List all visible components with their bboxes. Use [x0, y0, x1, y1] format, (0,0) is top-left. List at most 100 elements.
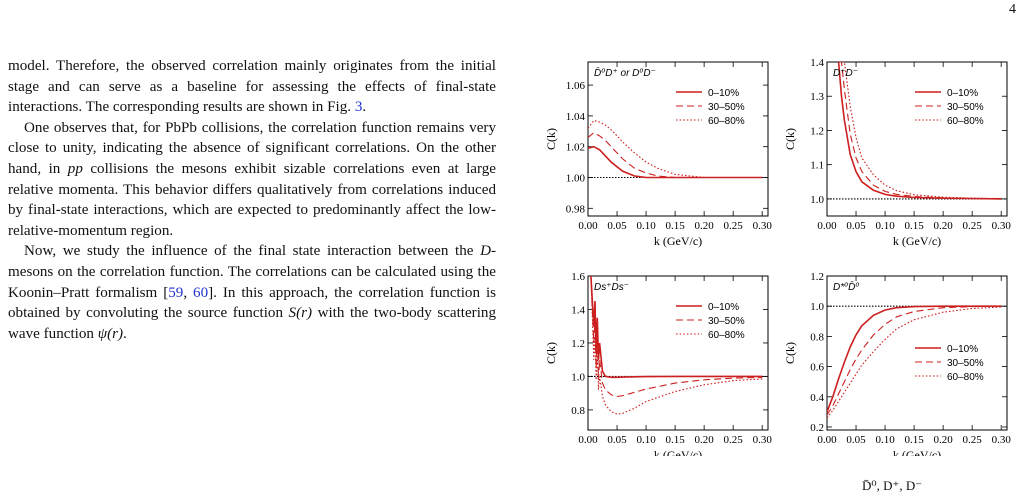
series-line-30–50%	[838, 62, 1002, 200]
y-tick-label: 1.0	[571, 371, 585, 383]
y-tick-label: 1.0	[810, 301, 824, 313]
x-tick-label: 0.25	[724, 220, 744, 232]
x-tick-label: 0.10	[636, 220, 656, 232]
y-tick-label: 0.8	[571, 405, 585, 417]
paragraph-1: model. Therefore, the observed correlati…	[8, 58, 496, 116]
x-axis-label: k (GeV/c)	[893, 234, 941, 248]
y-tick-label: 1.3	[810, 91, 824, 103]
footer-fragment: D̄⁰, D⁺, D⁻	[862, 478, 923, 493]
x-tick-label: 0.05	[607, 220, 627, 232]
panel-label: D̄⁰D⁺ or D⁰D⁻	[594, 66, 656, 79]
legend-entry: 30–50%	[708, 316, 745, 327]
y-tick-label: 1.4	[810, 57, 824, 69]
chart-panel-2: 0.00 0.05 0.10 0.15 0.20 0.25 0.30 1.0 1.1 1.2 1.3…	[783, 57, 1011, 248]
plot-frame	[587, 275, 769, 431]
y-tick-label: 1.2	[810, 271, 824, 283]
legend-entry: 30–50%	[947, 102, 984, 113]
y-axis-label: C(k)	[544, 342, 558, 364]
y-tick-label: 1.4	[571, 304, 585, 316]
plot-frame	[826, 275, 1008, 431]
figure-correlation-functions: 0.00 0.05 0.10 0.15 0.20 0.25 0.30 0.98 1.00 1.02…	[544, 57, 1011, 456]
y-tick-label: 1.2	[810, 125, 824, 137]
y-tick-label: 0.8	[810, 331, 824, 343]
x-tick-label: 0.25	[963, 434, 983, 446]
y-tick-label: 0.98	[566, 203, 586, 215]
x-tick-label: 0.15	[904, 434, 924, 446]
x-tick-label: 0.10	[875, 220, 895, 232]
x-tick-label: 0.30	[753, 220, 773, 232]
chart-panel-1: 0.00 0.05 0.10 0.15 0.20 0.25 0.30 0.98 1.00 1.02…	[544, 61, 773, 248]
legend-entry: 0–10%	[708, 88, 739, 99]
series-line-30–50%	[588, 132, 763, 179]
plot-frame	[587, 61, 769, 217]
panel-label: D⁺D⁻	[833, 68, 858, 79]
y-tick-label: 1.06	[566, 80, 586, 92]
series-line-60–80%	[838, 62, 1002, 200]
x-tick-label: 0.05	[846, 220, 866, 232]
series-line-60–80%	[588, 119, 763, 179]
page-number: 4	[1009, 2, 1016, 17]
x-tick-label: 0.00	[817, 434, 837, 446]
x-tick-label: 0.30	[992, 220, 1012, 232]
x-tick-label: 0.05	[846, 434, 866, 446]
body-text-column: model. Therefore, the observed correlati…	[8, 56, 496, 344]
panel-label: D*⁰D̄⁰	[833, 280, 859, 293]
series-line-0–10%	[590, 276, 763, 379]
x-axis-label: k (GeV/c)	[893, 448, 941, 456]
x-tick-label: 0.05	[607, 434, 627, 446]
x-tick-label: 0.25	[724, 434, 744, 446]
x-tick-label: 0.15	[665, 220, 685, 232]
x-tick-label: 0.20	[934, 220, 954, 232]
x-tick-label: 0.15	[904, 220, 924, 232]
y-tick-label: 1.0	[810, 194, 824, 206]
legend-entry: 60–80%	[947, 116, 984, 127]
y-tick-label: 1.04	[566, 111, 586, 123]
figure-link[interactable]: 3	[354, 99, 363, 116]
y-tick-label: 1.00	[566, 173, 586, 185]
y-tick-label: 0.2	[810, 422, 824, 434]
x-tick-label: 0.25	[963, 220, 983, 232]
y-tick-label: 1.02	[566, 142, 585, 154]
paragraph-3: Now, we study the influence of the final…	[8, 243, 497, 342]
legend-entry: 30–50%	[708, 102, 745, 113]
x-tick-label: 0.30	[753, 434, 773, 446]
y-tick-label: 1.2	[571, 338, 585, 350]
x-axis-label: k (GeV/c)	[654, 448, 702, 456]
series-line-30–50%	[827, 305, 1002, 416]
plot-frame	[826, 61, 1008, 217]
legend-entry: 60–80%	[947, 372, 984, 383]
panel-label: Ds⁺Ds⁻	[594, 282, 629, 293]
x-tick-label: 0.15	[665, 434, 685, 446]
y-axis-label: C(k)	[544, 128, 558, 150]
x-tick-label: 0.20	[695, 220, 715, 232]
y-tick-label: 0.4	[810, 392, 824, 404]
y-axis-label: C(k)	[783, 128, 797, 150]
y-axis-label: C(k)	[783, 342, 797, 364]
y-tick-label: 0.6	[810, 362, 824, 374]
x-tick-label: 0.10	[636, 434, 656, 446]
legend-entry: 60–80%	[708, 330, 745, 341]
y-tick-label: 1.6	[571, 271, 585, 283]
x-axis-label: k (GeV/c)	[654, 234, 702, 248]
x-tick-label: 0.00	[578, 220, 598, 232]
series-line-0–10%	[827, 305, 1002, 413]
x-tick-label: 0.00	[578, 434, 598, 446]
legend-entry: 0–10%	[708, 302, 739, 313]
x-tick-label: 0.20	[695, 434, 715, 446]
series-line-60–80%	[827, 306, 1002, 419]
legend-entry: 0–10%	[947, 344, 978, 355]
x-tick-label: 0.20	[934, 434, 954, 446]
x-tick-label: 0.30	[992, 434, 1012, 446]
citation-link[interactable]: 59	[168, 284, 184, 301]
y-tick-label: 1.1	[810, 160, 824, 172]
x-tick-label: 0.10	[875, 434, 895, 446]
x-tick-label: 0.00	[817, 220, 837, 232]
legend-entry: 30–50%	[947, 358, 984, 369]
chart-panel-4: 0.00 0.05 0.10 0.15 0.20 0.25 0.30 0.2 0.4 0.6 0.8…	[783, 271, 1011, 456]
series-line-0–10%	[588, 145, 763, 179]
chart-panel-3: 0.00 0.05 0.10 0.15 0.20 0.25 0.30 0.8 1.0 1.2 1.4…	[544, 271, 772, 456]
legend-entry: 60–80%	[708, 116, 745, 127]
legend-entry: 0–10%	[947, 88, 978, 99]
citation-link[interactable]: 60	[193, 284, 209, 301]
series-line-60–80%	[590, 276, 763, 415]
